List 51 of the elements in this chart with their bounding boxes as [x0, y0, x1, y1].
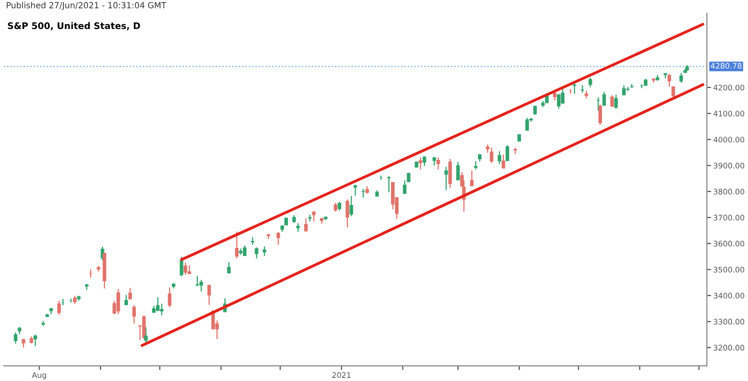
candlestick — [525, 117, 529, 132]
candlestick — [588, 77, 592, 88]
candlestick — [596, 96, 600, 112]
candlestick — [448, 158, 452, 188]
candlestick — [235, 230, 239, 259]
candlestick — [196, 275, 200, 287]
candlestick — [502, 154, 506, 170]
candlestick — [34, 334, 38, 347]
text: Published 27/Jun/2021 - 10:31:04 GMT — [6, 2, 166, 10]
candlestick — [57, 300, 61, 316]
candlestick — [160, 303, 164, 316]
candlestick — [276, 232, 280, 246]
candlestick — [128, 287, 132, 300]
candlestick — [262, 246, 266, 257]
candlestick — [14, 332, 18, 344]
candlestick — [602, 91, 606, 106]
candlestick — [116, 288, 120, 315]
candlestick — [346, 199, 350, 228]
candlestick — [361, 188, 365, 198]
candlestick — [474, 160, 478, 170]
candlestick — [622, 84, 626, 96]
candlestick — [444, 166, 448, 191]
candlestick — [572, 82, 576, 94]
candlestick — [679, 72, 683, 84]
candlestick — [556, 93, 561, 110]
candlestick — [470, 170, 474, 188]
candlestick — [304, 218, 308, 232]
candlestick — [387, 176, 391, 193]
candlestick — [254, 246, 258, 259]
candlestick — [350, 195, 354, 217]
candlestick — [391, 182, 395, 210]
candlestick — [614, 94, 618, 110]
candlestick — [418, 156, 422, 170]
candlestick — [142, 315, 146, 340]
candlestick — [402, 180, 406, 194]
candlestick — [490, 146, 494, 164]
candlestick — [184, 262, 188, 276]
candlestick — [668, 73, 672, 88]
candlestick — [156, 296, 160, 312]
candlestick — [168, 286, 172, 308]
candlestick — [610, 94, 614, 108]
candlestick — [132, 304, 136, 324]
candlestick — [514, 147, 518, 155]
candlestick — [598, 104, 602, 126]
candlestick — [498, 150, 502, 165]
candlestick — [207, 284, 211, 306]
candlestick — [227, 261, 231, 274]
candlestick — [506, 144, 510, 162]
text: S&P 500, United States, D — [8, 22, 140, 30]
candlestick — [436, 156, 440, 170]
candlestick — [456, 161, 460, 181]
